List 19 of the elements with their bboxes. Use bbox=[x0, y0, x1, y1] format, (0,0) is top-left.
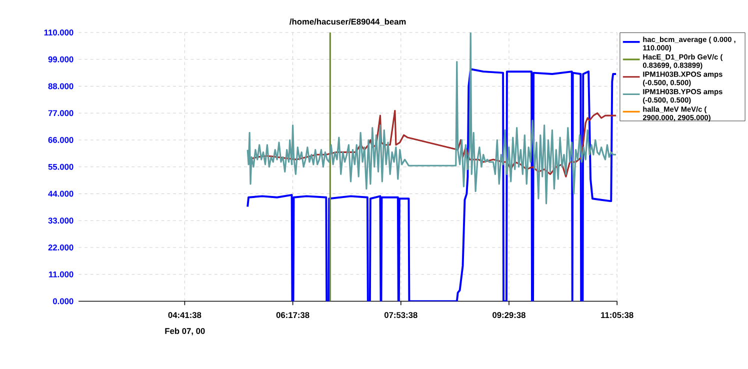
x-tick-label: 06:17:38 bbox=[276, 312, 310, 318]
y-tick-label: 0.000 bbox=[52, 298, 74, 304]
y-tick-label: 110.000 bbox=[44, 29, 74, 36]
text: Feb 07, 00 bbox=[165, 328, 205, 336]
y-tick-label: 33.000 bbox=[48, 218, 74, 224]
y-tick-label: 55.000 bbox=[48, 164, 74, 170]
line-series bbox=[246, 32, 617, 204]
chart-title: /home/hacuser/E89044_beam bbox=[290, 18, 406, 26]
x-tick-label: 11:05:38 bbox=[601, 312, 634, 318]
x-tick-label: 09:29:38 bbox=[492, 312, 526, 318]
x-tick-label: 07:53:38 bbox=[384, 312, 418, 318]
y-tick-label: 88.000 bbox=[48, 83, 74, 90]
y-tick-label: 22.000 bbox=[48, 244, 74, 250]
y-tick-label: 11.000 bbox=[49, 271, 74, 278]
x-tick-label: 04:41:38 bbox=[168, 312, 202, 318]
y-tick-label: 66.000 bbox=[48, 136, 74, 143]
y-tick-label: 44.000 bbox=[48, 190, 74, 197]
y-tick-label: 99.000 bbox=[48, 56, 74, 62]
y-tick-label: 77.000 bbox=[48, 110, 74, 116]
